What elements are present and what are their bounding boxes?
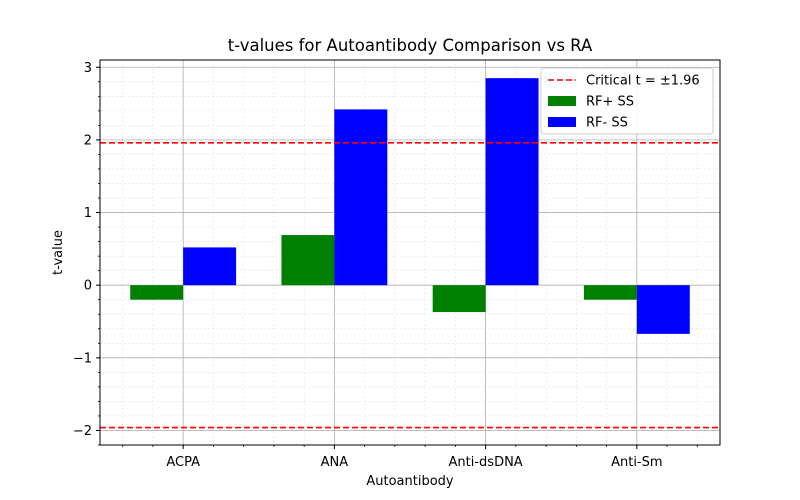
bar-rf-ss-ana xyxy=(334,109,388,286)
bar-rf-ss-anti-sm xyxy=(583,285,637,300)
legend: Critical t = ±1.96 RF+ SS RF- SS xyxy=(540,67,714,135)
reference-lines xyxy=(100,142,720,429)
y-axis-label: t-value xyxy=(51,230,66,275)
bar-rf-ss-acpa xyxy=(183,247,237,286)
y-tick-label: −2 xyxy=(73,424,92,439)
plot-frame xyxy=(99,59,721,446)
y-tick-label: 0 xyxy=(84,279,92,294)
bar-rf-ss-acpa xyxy=(130,285,184,300)
y-tick-label: 1 xyxy=(84,206,92,221)
bar-rf-ss-anti-sm xyxy=(636,285,690,334)
bar-rf-ss-ana xyxy=(281,235,335,286)
legend-label: Critical t = ±1.96 xyxy=(586,74,700,89)
y-tick-label: 3 xyxy=(84,61,92,76)
legend-label: RF- SS xyxy=(586,116,628,131)
legend-swatch xyxy=(548,96,576,106)
x-tick-label: ANA xyxy=(321,455,349,470)
legend-swatch xyxy=(548,117,576,127)
legend-label: RF+ SS xyxy=(586,95,634,110)
x-axis-label: Autoantibody xyxy=(366,474,454,489)
chart-title: t-values for Autoantibody Comparison vs … xyxy=(228,36,593,55)
bar-rf-ss-anti-dsdna xyxy=(432,285,486,313)
legend-box xyxy=(540,67,714,135)
x-tick-label: Anti-dsDNA xyxy=(449,455,523,470)
axis-ticks: −2 −1 0 1 2 3 ACPA ANA Anti-dsDNA Anti-Sm xyxy=(73,61,698,470)
bar-rf-ss-anti-dsdna xyxy=(485,78,539,286)
y-tick-label: 2 xyxy=(84,133,92,148)
y-tick-label: −1 xyxy=(73,351,92,366)
x-tick-label: ACPA xyxy=(166,455,200,470)
x-tick-label: Anti-Sm xyxy=(611,455,662,470)
bars xyxy=(130,78,690,334)
